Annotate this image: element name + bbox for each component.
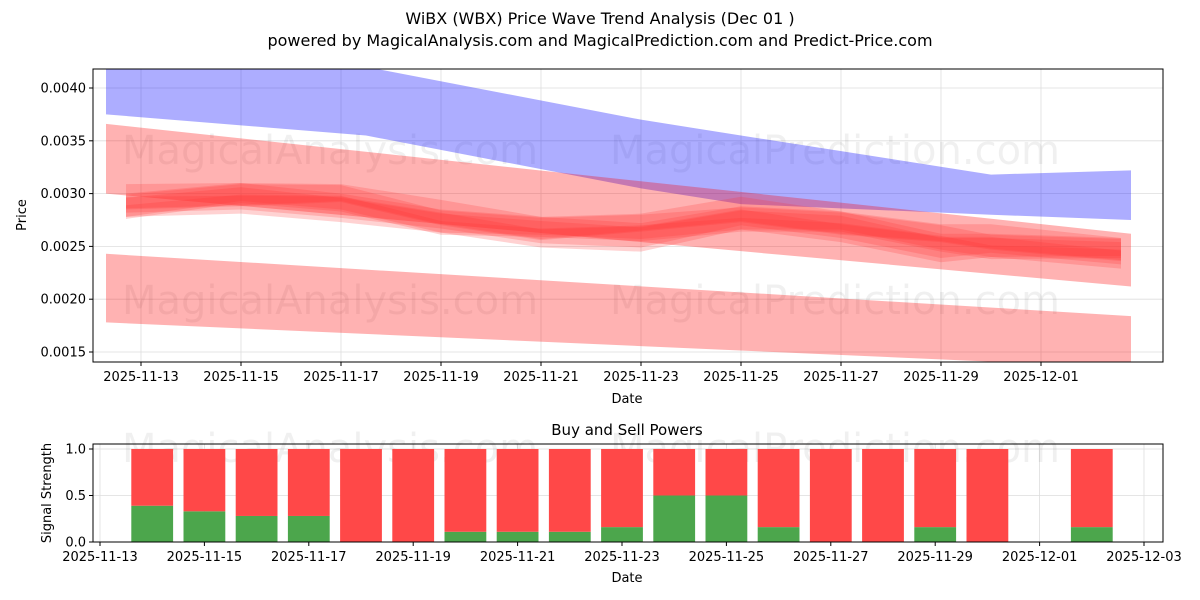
price-plot-area: MagicalAnalysis.com MagicalPrediction.com… (93, 69, 1163, 362)
chart-title: WiBX (WBX) Price Wave Trend Analysis (De… (405, 9, 795, 28)
x-tick-label: 2025-11-13 (62, 550, 138, 565)
sell-bar (1070, 449, 1113, 528)
buy-bar (287, 515, 330, 542)
blue-upper-band (106, 69, 1131, 220)
buy-bar (131, 505, 174, 542)
x-axis-label: Date (611, 392, 642, 407)
sell-bar (809, 449, 852, 542)
sell-bar (966, 449, 1009, 542)
y-axis-label: Price (15, 199, 30, 231)
watermark: MagicalAnalysis.com (122, 128, 538, 174)
sell-bar (496, 449, 539, 532)
buy-bar (601, 527, 643, 542)
x-tick-label: 2025-11-29 (897, 550, 973, 565)
x-tick-label: 2025-11-23 (584, 550, 660, 565)
sell-bar (392, 449, 435, 542)
sell-bar (340, 449, 382, 542)
y-tick-label: 1.0 (65, 443, 86, 458)
y-tick-label: 0.0 (65, 536, 86, 551)
sell-bar (914, 449, 957, 528)
watermark: MagicalPrediction.com (610, 128, 1060, 174)
chart-subtitle: powered by MagicalAnalysis.com and Magic… (267, 31, 933, 50)
sell-bar (131, 449, 174, 506)
signal-chart-title: Buy and Sell Powers (551, 421, 703, 439)
x-tick-label: 2025-11-17 (271, 550, 347, 565)
buy-bar (235, 515, 278, 542)
wave-band (126, 183, 1121, 261)
buy-bar (914, 527, 957, 542)
sell-bar (235, 449, 278, 516)
x-tick-label: 2025-11-19 (403, 370, 479, 385)
x-tick-label: 2025-11-21 (480, 550, 556, 565)
x-tick-label: 2025-12-01 (1002, 550, 1078, 565)
x-tick-label: 2025-11-21 (503, 370, 579, 385)
buy-bar (548, 531, 591, 542)
x-tick-label: 2025-11-15 (167, 550, 243, 565)
sell-bar (757, 449, 800, 528)
sell-bar (862, 449, 904, 542)
buy-bar (705, 495, 748, 542)
y-tick-label: 0.0030 (41, 187, 87, 202)
buy-bar (444, 531, 487, 542)
sell-bar (548, 449, 591, 532)
buy-bar (757, 527, 800, 542)
wave-band (126, 194, 1121, 269)
buy-bar (183, 511, 226, 542)
sell-bar (653, 449, 696, 496)
sell-bar (287, 449, 330, 516)
x-tick-label: 2025-11-27 (803, 370, 879, 385)
x-tick-label: 2025-11-25 (689, 550, 765, 565)
x-tick-label: 2025-11-17 (303, 370, 379, 385)
x-tick-label: 2025-11-15 (203, 370, 279, 385)
red-lower-band (106, 253, 1131, 362)
y-axis-label: Signal Strength (40, 443, 55, 543)
y-tick-label: 0.0015 (41, 346, 87, 361)
sell-bar (183, 449, 226, 512)
wave-band (126, 183, 1121, 257)
red-upper-band (106, 123, 1131, 287)
wave-band (126, 187, 1121, 260)
x-tick-label: 2025-11-23 (603, 370, 679, 385)
x-tick-label: 2025-11-19 (375, 550, 451, 565)
y-tick-label: 0.5 (65, 489, 86, 504)
buy-bar (653, 495, 696, 542)
y-tick-label: 0.0020 (41, 293, 87, 308)
x-tick-label: 2025-12-03 (1106, 550, 1182, 565)
y-tick-label: 0.0025 (41, 240, 87, 255)
buy-bar (496, 531, 539, 542)
sell-bar (444, 449, 487, 532)
y-tick-label: 0.0035 (41, 134, 87, 149)
sell-bar (705, 449, 748, 496)
x-axis-label: Date (611, 571, 642, 586)
wave-band (126, 184, 1121, 265)
sell-bar (601, 449, 643, 528)
x-tick-label: 2025-11-29 (903, 370, 979, 385)
x-tick-label: 2025-11-25 (703, 370, 779, 385)
x-tick-label: 2025-12-01 (1003, 370, 1079, 385)
wave-band (126, 195, 1121, 262)
watermark: MagicalAnalysis.com (122, 278, 538, 324)
price-axes-frame (92, 68, 1164, 363)
x-tick-label: 2025-11-13 (103, 370, 179, 385)
x-tick-label: 2025-11-27 (793, 550, 869, 565)
y-tick-label: 0.0040 (41, 82, 87, 97)
buy-bar (1070, 527, 1113, 542)
watermark: MagicalPrediction.com (610, 278, 1060, 324)
signal-axes-frame (92, 443, 1164, 543)
